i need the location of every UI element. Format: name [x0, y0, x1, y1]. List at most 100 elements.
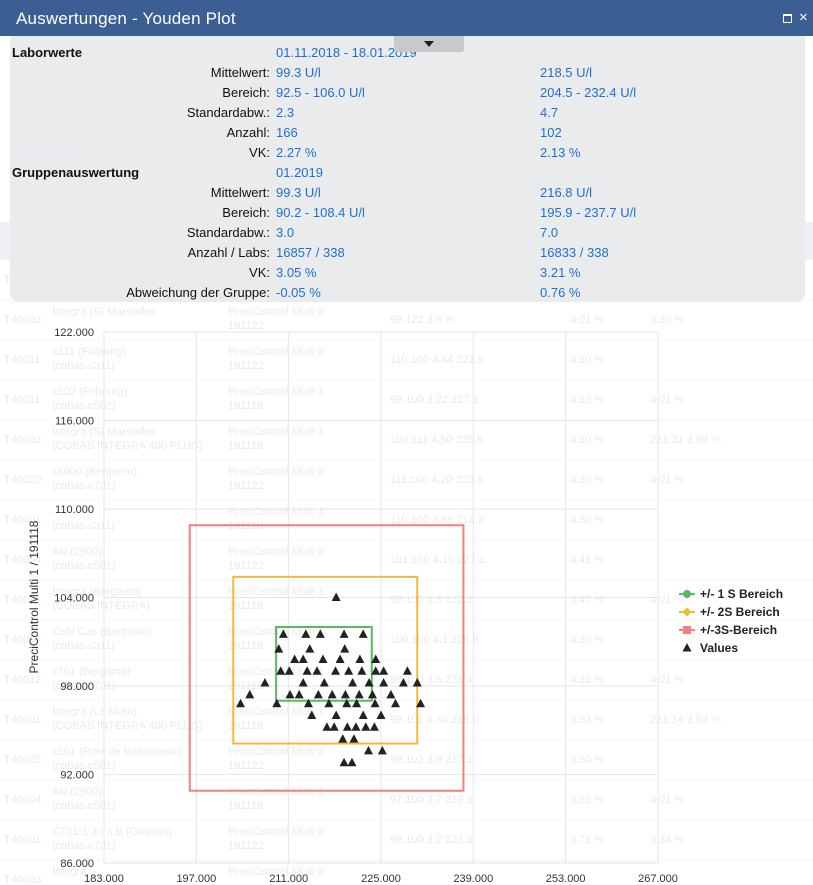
x-tick-label: 253.000	[546, 873, 586, 885]
group-stat-label: Bereich:	[222, 205, 270, 220]
value-point	[412, 678, 422, 687]
value-point	[391, 698, 401, 708]
value-point	[342, 698, 352, 708]
value-point	[371, 666, 381, 675]
group-stat-value-2: 0.76 %	[540, 285, 581, 300]
value-point	[340, 644, 350, 653]
value-point	[342, 722, 352, 731]
labor-stat-row: Mittelwert: 99.3 U/l 218.5 U/l	[10, 64, 805, 82]
legend-3s-label: +/-3S-Bereich	[700, 623, 778, 637]
group-stat-value-2: 7.0	[540, 225, 559, 240]
legend-values-item[interactable]: Values	[678, 639, 783, 657]
group-stat-label: Anzahl / Labs:	[187, 245, 270, 260]
value-point	[416, 698, 426, 708]
window-title: Auswertungen - Youden Plot	[16, 9, 236, 28]
labor-stat-value-2: 204.5 - 232.4 U/l	[540, 85, 637, 100]
legend-2s-label: +/- 2S Bereich	[700, 605, 780, 619]
legend-1s-item[interactable]: +/- 1 S Bereich	[678, 585, 783, 603]
labor-stat-value-2: 2.13 %	[540, 145, 581, 160]
legend-values-marker	[682, 643, 692, 652]
range-3s-rect	[188, 524, 465, 792]
y-tick-label: 92.000	[60, 770, 94, 782]
value-point	[358, 629, 368, 638]
value-point	[312, 666, 322, 675]
value-point	[298, 678, 308, 687]
value-point	[369, 722, 379, 731]
value-point	[340, 689, 350, 699]
value-point	[294, 689, 304, 699]
labor-stat-row: Standardabw.: 2.3 4.7	[10, 104, 805, 122]
value-point	[302, 666, 312, 675]
value-point	[402, 666, 412, 675]
x-tick-label: 225.000	[361, 873, 401, 885]
labor-period: 01.11.2018 - 18.01.2019	[276, 45, 417, 60]
group-stat-value-2: 216.8 U/l	[540, 185, 593, 200]
value-point	[348, 678, 358, 687]
value-point	[272, 698, 282, 708]
value-point	[339, 629, 349, 638]
group-period: 01.2019	[276, 165, 323, 180]
value-point	[352, 698, 362, 708]
value-point	[276, 666, 286, 675]
legend-2s-marker	[679, 607, 695, 617]
value-point	[327, 689, 337, 699]
labor-stat-value-1: 2.27 %	[276, 145, 317, 160]
group-header-row: Gruppenauswertung 01.2019	[10, 164, 805, 182]
value-point	[379, 678, 389, 687]
value-point	[379, 666, 389, 675]
value-point	[324, 698, 334, 708]
group-stat-value-1: 3.0	[276, 225, 295, 240]
labor-stat-label: Bereich:	[222, 85, 270, 100]
value-point	[305, 644, 315, 653]
close-icon[interactable]: ×	[799, 9, 808, 26]
group-section-title: Gruppenauswertung	[12, 165, 140, 180]
group-stat-row: Abweichung der Gruppe: -0.05 % 0.76 %	[10, 284, 805, 302]
value-point	[349, 734, 359, 743]
x-tick-label: 267.000	[638, 873, 678, 885]
value-point	[330, 666, 340, 675]
value-point	[284, 666, 294, 675]
labor-header-row: Laborwerte 01.11.2018 - 18.01.2019	[10, 44, 805, 62]
value-point	[285, 689, 295, 699]
range-2s-rect	[232, 575, 419, 745]
labor-stat-label: Standardabw.:	[186, 105, 270, 120]
group-stat-value-1: 16857 / 338	[276, 245, 345, 260]
value-point	[290, 654, 300, 663]
statistics-panel: Laborwerte 01.11.2018 - 18.01.2019 Mitte…	[10, 36, 805, 302]
labor-stat-value-1: 166	[276, 125, 298, 140]
legend-3s-item[interactable]: +/-3S-Bereich	[678, 621, 783, 639]
value-point	[355, 654, 365, 663]
value-point	[245, 689, 255, 699]
chart-legend: +/- 1 S Bereich +/- 2S Bereich +/-3S-Berei…	[678, 585, 783, 657]
y-tick-label: 98.000	[60, 681, 94, 693]
labor-stat-label: VK:	[249, 145, 270, 160]
value-point	[329, 722, 339, 731]
labor-stat-row: Anzahl: 166 102	[10, 124, 805, 142]
group-stat-row: Standardabw.: 3.0 7.0	[10, 224, 805, 242]
value-point	[377, 745, 387, 755]
value-point	[363, 745, 373, 755]
range-1s-rect	[275, 626, 373, 702]
group-stat-row: Anzahl / Labs: 16857 / 338 16833 / 338	[10, 244, 805, 262]
value-point	[319, 678, 329, 687]
y-tick-label: 110.000	[55, 504, 94, 516]
panel-collapse-toggle[interactable]	[394, 36, 464, 52]
value-point	[278, 629, 288, 638]
value-point	[307, 710, 317, 719]
x-tick-label: 211.000	[269, 873, 308, 885]
group-stat-label: Standardabw.:	[186, 225, 270, 240]
value-point	[370, 698, 380, 708]
labor-stat-row: VK: 2.27 % 2.13 %	[10, 144, 805, 162]
labor-stat-row: Bereich: 92.5 - 106.0 U/l 204.5 - 232.4 U/…	[10, 84, 805, 102]
legend-3s-marker	[679, 626, 695, 634]
value-point	[351, 722, 361, 731]
labor-stat-label: Mittelwert:	[210, 65, 270, 80]
group-stat-value-1: 3.05 %	[276, 265, 317, 280]
labor-stat-value-1: 2.3	[276, 105, 295, 120]
group-stat-row: Mittelwert: 99.3 U/l 216.8 U/l	[10, 184, 805, 202]
value-point	[331, 592, 341, 601]
legend-2s-item[interactable]: +/- 2S Bereich	[678, 603, 783, 621]
group-stat-label: VK:	[249, 265, 270, 280]
maximize-icon[interactable]	[783, 14, 792, 23]
